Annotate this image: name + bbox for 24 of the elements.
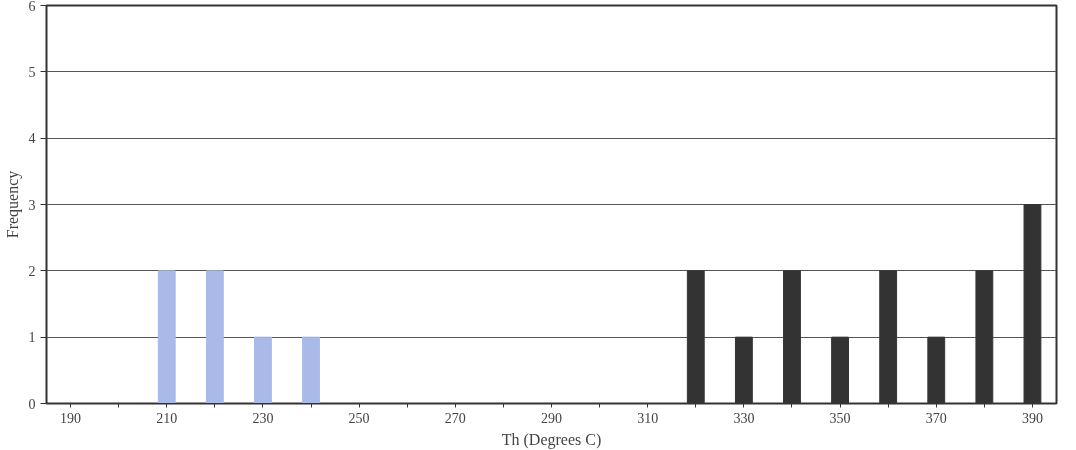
y-tick-label: 4	[28, 131, 36, 147]
x-tick-label: 230	[252, 410, 274, 426]
y-tick-label: 1	[28, 330, 36, 346]
x-tick-label: 270	[444, 410, 466, 426]
bar	[302, 336, 320, 404]
x-tick-label: 350	[829, 410, 851, 426]
bar	[205, 270, 224, 404]
y-tick-label: 0	[28, 396, 36, 412]
y-tick-label: 3	[28, 197, 36, 213]
x-tick-label: 190	[60, 410, 82, 426]
x-tick-label: 290	[541, 410, 562, 426]
x-tick-label: 310	[637, 410, 659, 426]
y-tick-label: 6	[28, 0, 36, 14]
y-tick-label: 2	[28, 263, 36, 279]
x-tick-label: 210	[156, 410, 178, 426]
bar	[254, 336, 272, 404]
x-tick-label: 330	[733, 410, 755, 426]
x-tick-label: 390	[1021, 410, 1043, 426]
x-tick-label: 370	[925, 410, 947, 426]
x-tick-label: 250	[348, 410, 370, 426]
y-axis-title: Frequency	[3, 170, 22, 239]
y-tick-label: 5	[28, 64, 36, 80]
bar	[157, 270, 176, 404]
x-axis-title: Th (Degrees C)	[501, 430, 602, 449]
